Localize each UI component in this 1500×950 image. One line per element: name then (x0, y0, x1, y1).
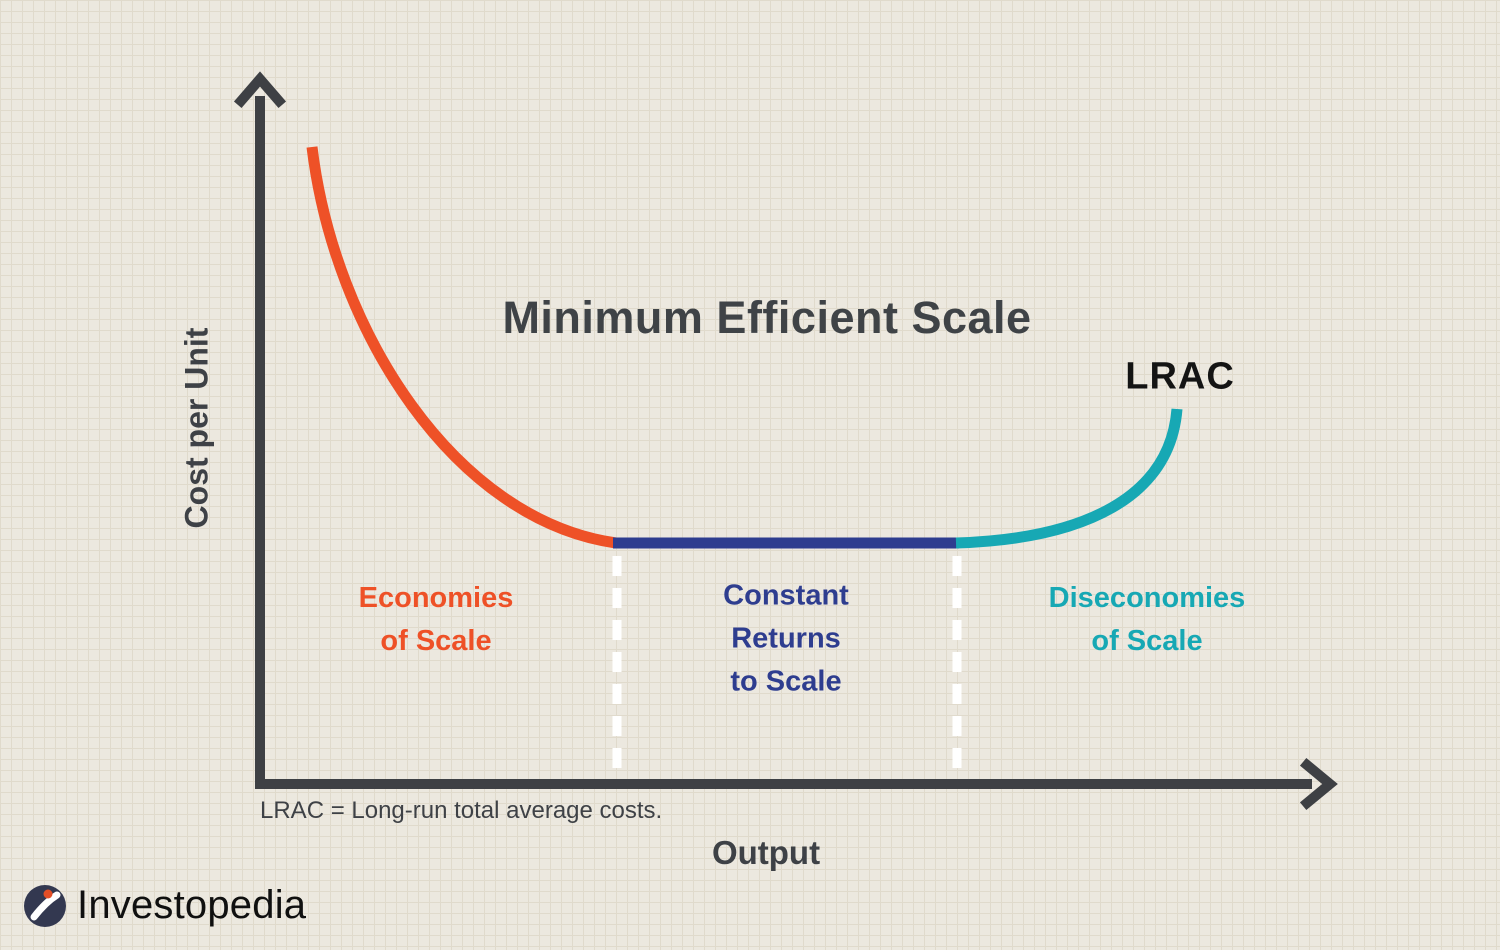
region-label-constant-returns: Constant Returns to Scale (723, 579, 849, 698)
y-axis-arrow-icon (233, 71, 287, 109)
curve-segment-diseconomies (955, 408, 1183, 549)
curve-segment-economies (306, 146, 617, 549)
y-axis-label: Cost per Unit (178, 327, 215, 529)
brand-name: Investopedia (77, 883, 307, 927)
brand-logo: Investopedia (23, 883, 306, 928)
region-label-diseconomies: Diseconomies of Scale (1048, 582, 1246, 657)
investopedia-logo-icon (24, 884, 66, 927)
region-label-economies: Economies of Scale (358, 582, 514, 657)
curve-label-lrac: LRAC (1125, 355, 1235, 398)
footnote: LRAC = Long-run total average costs. (260, 797, 663, 824)
chart-title: Minimum Efficient Scale (502, 292, 1032, 343)
x-axis-arrow-icon (1299, 757, 1338, 811)
x-axis-label: Output (711, 834, 821, 871)
